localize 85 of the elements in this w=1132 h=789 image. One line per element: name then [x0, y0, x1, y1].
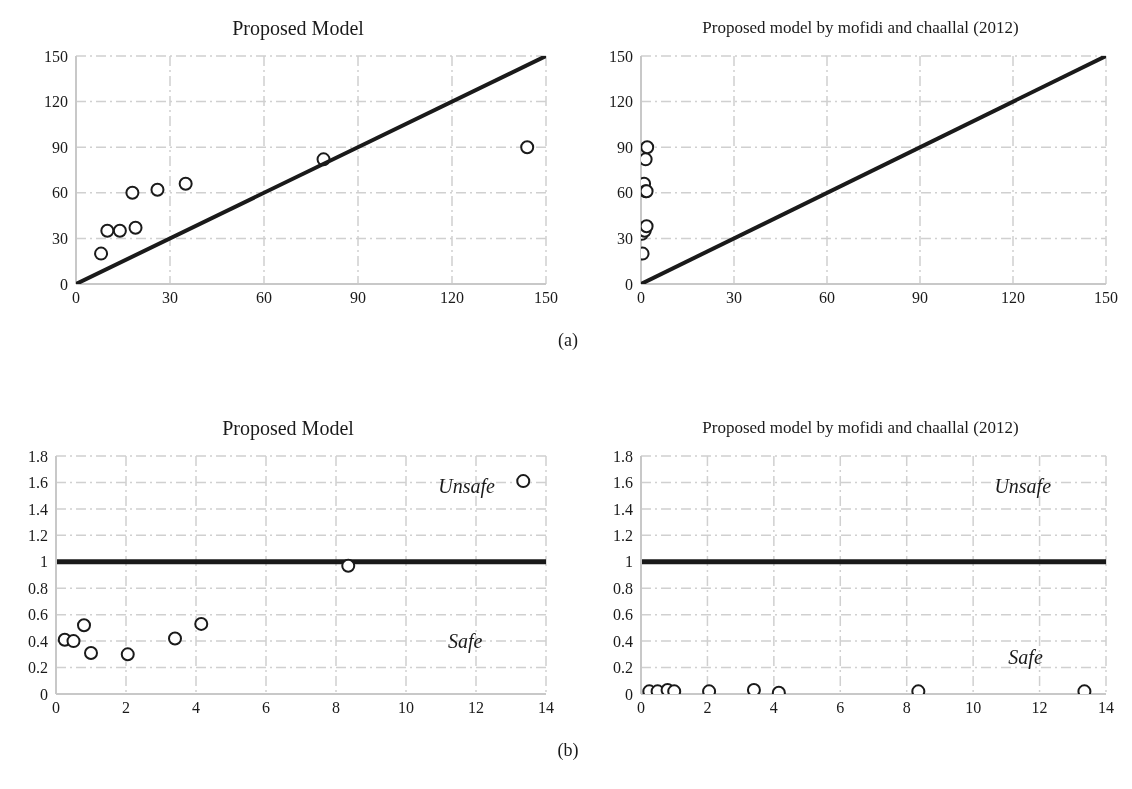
point: [341, 558, 356, 573]
y-tick-label: 150: [609, 47, 633, 65]
y-tick-label: 1.2: [28, 527, 48, 545]
point: [168, 631, 182, 646]
point: [150, 182, 165, 197]
y-tick-label: 60: [52, 184, 68, 202]
x-tick-label: 150: [1094, 289, 1118, 307]
y-tick-label: 30: [52, 230, 68, 248]
point: [66, 634, 81, 649]
chart-title: Proposed model by mofidi and chaallal (2012): [701, 417, 1020, 439]
x-tick-label: 12: [468, 699, 484, 717]
text: (a): [557, 330, 579, 351]
y-tick-label: 0.8: [613, 579, 633, 597]
x-tick-label: 10: [965, 699, 982, 717]
x-tick-label: 60: [256, 289, 272, 307]
point: [128, 220, 143, 235]
x-tick-label: 120: [440, 289, 464, 307]
x-tick-label: 60: [819, 289, 835, 307]
y-tick-label: 0.6: [613, 606, 633, 624]
x-tick-label: 30: [162, 289, 178, 307]
y-tick-label: 1.2: [613, 527, 633, 545]
y-tick-label: 120: [609, 93, 633, 111]
x-tick-label: 12: [1031, 699, 1048, 717]
point: [77, 618, 91, 633]
y-tick-label: 30: [617, 230, 633, 248]
point: [84, 646, 98, 661]
x-tick-label: 0: [637, 289, 645, 307]
y-tick-label: 1.6: [28, 474, 48, 492]
x-tick-label: 0: [72, 289, 80, 307]
y-tick-label: 0: [625, 685, 633, 703]
y-tick-label: 1.4: [28, 500, 48, 518]
y-tick-label: 0.8: [28, 579, 48, 597]
x-tick-label: 30: [726, 289, 742, 307]
x-tick-label: 14: [1098, 699, 1114, 717]
y-tick-label: 60: [617, 184, 633, 202]
y-tick-label: 1.4: [613, 500, 633, 518]
point: [194, 616, 209, 631]
y-tick-label: 1: [625, 553, 633, 571]
annotation: Safe: [1008, 646, 1043, 669]
x-tick-label: 6: [262, 699, 270, 717]
chart-title: Proposed Model: [231, 16, 365, 42]
x-tick-label: 4: [769, 699, 778, 717]
x-tick-label: 6: [836, 699, 845, 717]
x-tick-label: 14: [538, 699, 554, 717]
y-tick-label: 0.6: [28, 606, 48, 624]
point: [520, 140, 535, 155]
x-tick-label: 10: [398, 699, 414, 717]
y-tick-label: 0: [625, 275, 633, 293]
y-tick-label: 0.4: [613, 632, 633, 650]
x-tick-label: 8: [332, 699, 340, 717]
annotation: Unsafe: [994, 475, 1052, 498]
y-tick-label: 150: [44, 47, 68, 65]
chart-title: Proposed Model: [221, 416, 355, 442]
point: [178, 176, 193, 191]
annotation: Safe: [448, 629, 483, 652]
chart-title: Proposed model by mofidi and chaallal (2012): [701, 17, 1020, 39]
text: (b): [556, 740, 580, 761]
y-tick-label: 1: [40, 553, 48, 571]
point: [120, 647, 135, 662]
y-tick-label: 1.8: [28, 447, 48, 465]
point: [100, 223, 115, 238]
x-tick-label: 90: [350, 289, 366, 307]
y-tick-label: 90: [52, 138, 68, 156]
point: [125, 185, 140, 200]
y-tick-label: 120: [44, 93, 68, 111]
y-tick-label: 0.2: [613, 659, 633, 677]
x-tick-label: 150: [534, 289, 558, 307]
x-tick-label: 0: [637, 699, 645, 717]
x-tick-label: 90: [912, 289, 928, 307]
y-tick-label: 1.8: [613, 447, 633, 465]
point: [112, 223, 127, 238]
x-tick-label: 2: [703, 699, 712, 717]
y-tick-label: 0.4: [28, 632, 48, 650]
point: [516, 474, 531, 489]
x-tick-label: 8: [902, 699, 911, 717]
x-tick-label: 4: [192, 699, 200, 717]
y-tick-label: 1.6: [613, 474, 633, 492]
point: [94, 246, 109, 261]
annotation: Unsafe: [438, 475, 495, 498]
y-tick-label: 0.2: [28, 659, 48, 677]
x-tick-label: 2: [122, 699, 130, 717]
x-tick-label: 120: [1001, 289, 1025, 307]
y-tick-label: 0: [40, 685, 48, 703]
y-tick-label: 0: [60, 275, 68, 293]
y-tick-label: 90: [617, 138, 633, 156]
